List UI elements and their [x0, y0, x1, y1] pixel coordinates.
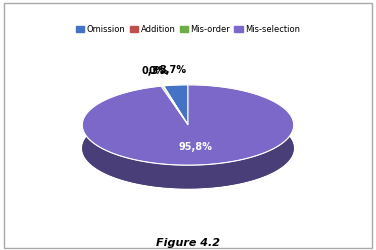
Polygon shape [164, 85, 188, 109]
Polygon shape [163, 86, 188, 148]
Polygon shape [163, 86, 188, 148]
Polygon shape [163, 86, 164, 109]
Polygon shape [164, 86, 188, 148]
Polygon shape [164, 85, 188, 125]
Legend: Omission, Addition, Mis-order, Mis-selection: Omission, Addition, Mis-order, Mis-selec… [73, 21, 303, 37]
Text: 0%: 0% [149, 66, 165, 76]
Text: Figure 4.2: Figure 4.2 [156, 238, 220, 248]
Polygon shape [82, 108, 294, 188]
Polygon shape [163, 86, 188, 125]
Text: 95,8%: 95,8% [179, 142, 212, 152]
Polygon shape [164, 86, 188, 148]
Polygon shape [82, 85, 294, 165]
Polygon shape [161, 86, 188, 148]
Polygon shape [161, 86, 188, 148]
Text: 3,7%: 3,7% [159, 65, 186, 75]
Polygon shape [82, 85, 294, 188]
Text: 0,3%: 0,3% [142, 66, 169, 76]
Polygon shape [161, 86, 188, 125]
Polygon shape [161, 86, 163, 110]
